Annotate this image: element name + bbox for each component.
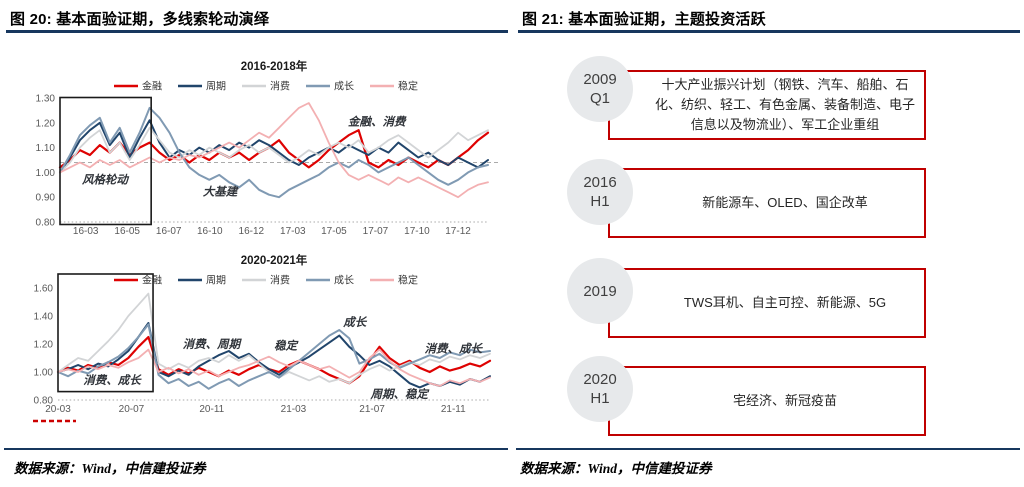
chart-annotation: 金融、消费	[348, 114, 407, 128]
legend-label: 稳定	[398, 80, 418, 93]
x-tick-label: 21-11	[441, 404, 466, 415]
figure20-title-rule	[6, 30, 508, 33]
y-tick-label: 0.80	[34, 396, 54, 407]
legend-label: 稳定	[398, 274, 418, 287]
legend-label: 消费	[270, 80, 290, 93]
figure21-title: 图 21: 基本面验证期，主题投资活跃	[522, 11, 766, 28]
x-tick-label: 16-12	[239, 226, 265, 237]
legend-label: 金融	[142, 80, 162, 93]
series-line-周期	[57, 322, 491, 389]
x-tick-label: 20-11	[199, 404, 224, 415]
legend-label: 成长	[334, 275, 354, 287]
x-tick-label: 20-07	[119, 404, 145, 415]
y-tick-label: 1.40	[34, 312, 54, 323]
x-tick-label: 20-03	[45, 404, 71, 415]
x-tick-label: 17-05	[321, 226, 347, 237]
chart-annotation: 成长	[342, 316, 367, 329]
legend-label: 周期	[206, 81, 226, 93]
timeline-themes-2016h1: 新能源车、OLED、国企改革	[702, 195, 868, 210]
timeline-circle-2019: 2019	[567, 258, 633, 324]
chart-annotation: 大基建	[203, 186, 239, 199]
highlight-box	[57, 273, 154, 393]
chart-annotation: 稳定	[274, 339, 298, 353]
series-line-成长	[57, 323, 491, 390]
x-tick-label: 17-10	[404, 226, 430, 237]
figure21-source: 数据来源：Wind，中信建投证券	[520, 461, 712, 476]
chart-title: 2016-2018年	[241, 59, 308, 73]
y-tick-label: 1.20	[36, 118, 56, 129]
timeline-half: H1	[590, 390, 610, 407]
x-tick-label: 17-12	[445, 226, 471, 237]
y-tick-label: 1.00	[36, 168, 56, 179]
y-tick-label: 0.90	[36, 193, 56, 204]
timeline-year: 2016	[583, 174, 617, 191]
chart-annotation: 消费、成长	[425, 342, 484, 355]
y-tick-label: 1.60	[34, 284, 54, 295]
chart-annotation: 消费、周期	[183, 338, 243, 351]
figure20-title: 图 20: 基本面验证期，多线索轮动演绎	[10, 11, 270, 28]
figure20-source-rule	[4, 448, 508, 450]
figure20-panel: 图 20: 基本面验证期，多线索轮动演绎 2016-2018年 金融 周期 消费 成长稳…	[4, 11, 508, 476]
chart-annotation: 周期、稳定	[370, 387, 430, 401]
legend-label: 消费	[270, 274, 290, 287]
y-tick-label: 1.00	[34, 368, 54, 379]
series-line-稳定	[59, 102, 489, 199]
y-tick-label: 1.10	[36, 143, 56, 154]
y-tick-label: 0.80	[36, 218, 56, 229]
timeline-circle-2009q1: 2009 Q1	[567, 56, 633, 122]
x-tick-label: 16-03	[73, 226, 99, 237]
x-tick-label: 17-03	[280, 226, 306, 237]
series-line-稳定	[57, 348, 491, 387]
x-tick-label: 16-05	[114, 226, 140, 237]
timeline-themes-2019: TWS耳机、自主可控、新能源、5G	[683, 295, 887, 310]
timeline-box-2019: TWS耳机、自主可控、新能源、5G	[608, 268, 926, 338]
chart-annotation: 消费、成长	[83, 374, 142, 387]
legend-label: 成长	[334, 81, 354, 93]
timeline-circle-2020h1: 2020 H1	[567, 356, 633, 422]
x-tick-label: 16-07	[156, 226, 182, 237]
chart-annotation: 风格轮动	[81, 174, 129, 187]
series-line-成长	[59, 106, 489, 199]
figure20-source: 数据来源：Wind，中信建投证券	[14, 461, 206, 476]
timeline-half: Q1	[589, 90, 610, 107]
series-line-消费	[59, 126, 489, 174]
timeline-circle-2016h1: 2016 H1	[567, 159, 633, 225]
x-tick-label: 16-10	[197, 226, 223, 237]
figure21-source-rule	[516, 448, 1020, 450]
x-tick-label: 17-07	[363, 226, 389, 237]
y-tick-label: 1.20	[34, 340, 54, 351]
timeline-box-2020h1: 宅经济、新冠疫苗	[608, 366, 926, 436]
chart-title: 2020-2021年	[241, 253, 308, 267]
timeline-themes-2009q1: 十大产业振兴计划（钢铁、汽车、船舶、石化、纺织、轻工、有色金属、装备制造、电子信…	[654, 77, 915, 132]
legend-label: 金融	[142, 274, 162, 287]
figure21-panel: 图 21: 基本面验证期，主题投资活跃 十大产业振兴计划（钢铁、汽车、船舶、石化…	[512, 0, 1024, 487]
timeline-year: 2020	[583, 371, 617, 388]
x-tick-label: 21-03	[281, 404, 307, 415]
figure21-title-rule	[518, 30, 1020, 33]
timeline-year: 2009	[583, 71, 617, 88]
timeline-themes-2020h1: 宅经济、新冠疫苗	[732, 393, 837, 408]
timeline-half: H1	[590, 193, 610, 210]
timeline-year: 2019	[583, 282, 617, 300]
series-line-周期	[59, 119, 489, 174]
x-tick-label: 21-07	[359, 404, 385, 415]
timeline-box-2009q1: 十大产业振兴计划（钢铁、汽车、船舶、石化、纺织、轻工、有色金属、装备制造、电子信…	[608, 70, 926, 140]
legend-label: 周期	[206, 275, 226, 287]
highlight-box	[59, 96, 152, 226]
y-tick-label: 1.30	[36, 94, 56, 105]
series-line-金融	[56, 335, 492, 385]
timeline-box-2016h1: 新能源车、OLED、国企改革	[608, 168, 926, 238]
